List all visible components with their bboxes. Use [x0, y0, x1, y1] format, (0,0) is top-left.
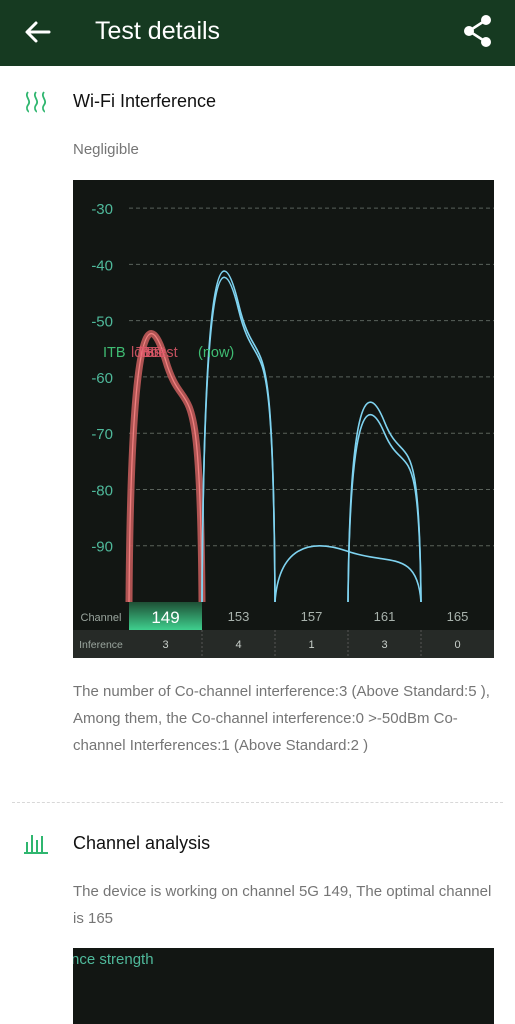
network-label-overlap: Bol [141, 345, 162, 361]
inference-value: 0 [454, 639, 460, 651]
y-tick-label: -50 [91, 314, 113, 331]
interference-level: Negligible [73, 141, 139, 158]
y-tick-label: -70 [91, 426, 113, 443]
y-tick-label: -80 [91, 482, 113, 499]
network-curve [347, 414, 422, 603]
analysis-description: The device is working on channel 5G 149,… [73, 883, 492, 927]
arrow-left-icon[interactable] [22, 16, 54, 48]
channel-label: 157 [301, 609, 323, 624]
channel-label: 161 [374, 609, 396, 624]
section-divider [12, 802, 503, 803]
chart-label: nce strength [73, 951, 154, 968]
inference-value: 3 [162, 639, 168, 651]
interference-chart-svg: -30 -40 -50 -60 -70 -80 -90 ITB (now) ldbTBBolast… [73, 201, 494, 658]
y-tick-label: -30 [91, 201, 113, 218]
network-label-overlap: TB [136, 345, 155, 361]
wifi-wave-icon [25, 91, 47, 113]
channel-label: 153 [228, 609, 250, 624]
network-label-overlap: ast [146, 345, 165, 361]
interference-description: The number of Co-channel interference:3 … [73, 683, 490, 754]
bar-chart-icon [24, 835, 48, 854]
network-curve [347, 401, 422, 603]
y-tick-label: -40 [91, 257, 113, 274]
network-label-overlap: ldb [131, 345, 150, 361]
channel-label: 149 [151, 608, 179, 627]
y-tick-label: -90 [91, 539, 113, 556]
inference-value: 3 [381, 639, 387, 651]
inference-value: 1 [308, 639, 314, 651]
page-title: Test details [95, 17, 221, 45]
current-channel-highlight [129, 602, 202, 630]
interference-title: Wi-Fi Interference [73, 91, 217, 111]
network-label: (now) [198, 345, 234, 361]
inference-value: 4 [235, 639, 241, 651]
channel-analysis-chart: nce strength [73, 948, 494, 1024]
app-bar: Test details [0, 0, 515, 66]
channel-label: 165 [447, 609, 469, 624]
channel-row-label: Channel [81, 612, 122, 624]
network-label: ITB [103, 345, 126, 361]
share-icon[interactable] [462, 14, 494, 48]
analysis-title: Channel analysis [73, 833, 211, 853]
network-curve [274, 545, 422, 603]
network-curve [128, 332, 203, 603]
network-curve [201, 276, 276, 603]
interference-chart: -30 -40 -50 -60 -70 -80 -90 ITB (now) ldb TB Bol ast… [73, 180, 494, 658]
network-curve [125, 330, 206, 603]
network-label-overlap: Test [151, 345, 178, 361]
y-tick-label: -60 [91, 370, 113, 387]
inference-row-bg [73, 630, 494, 658]
inference-row-label: Inference [79, 639, 123, 651]
